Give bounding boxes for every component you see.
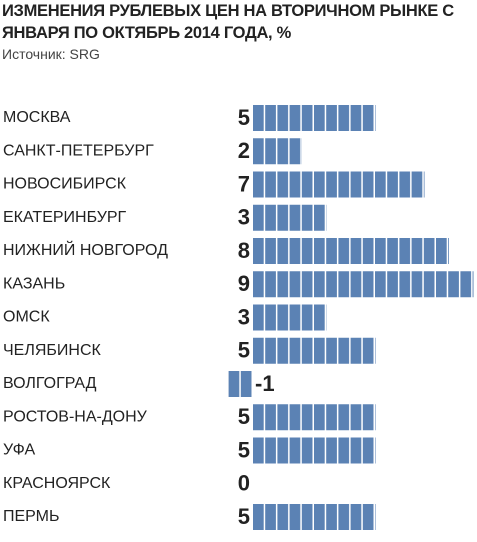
bar: [253, 204, 327, 231]
value-label: 5: [238, 404, 250, 429]
category-label: НОВОСИБИРСК: [3, 176, 127, 193]
bar: [253, 304, 327, 331]
value-label: -1: [255, 371, 275, 396]
bar: [253, 437, 376, 464]
bar: [253, 404, 376, 431]
category-label: ЕКАТЕРИНБУРГ: [3, 209, 127, 226]
chart-subtitle: Источник: SRG: [2, 46, 100, 62]
value-label: 5: [238, 504, 250, 529]
value-label: 8: [238, 238, 250, 263]
category-label: КРАСНОЯРСК: [3, 475, 111, 492]
category-label: КАЗАНЬ: [3, 275, 65, 292]
chart-title: ИЗМЕНЕНИЯ РУБЛЕВЫХ ЦЕН НА ВТОРИЧНОМ РЫНК…: [2, 2, 454, 42]
value-label: 5: [238, 338, 250, 363]
value-label: 3: [238, 304, 250, 329]
bar: [253, 171, 425, 198]
bar: [253, 238, 449, 264]
value-label: 5: [238, 437, 250, 462]
value-label: 0: [238, 471, 250, 496]
category-label: НИЖНИЙ НОВГОРОД: [3, 240, 168, 259]
value-label: 7: [238, 171, 250, 196]
value-label: 5: [238, 105, 250, 130]
bar: [253, 504, 376, 530]
category-label: ЧЕЛЯБИНСК: [3, 342, 102, 359]
category-label: ПЕРМЬ: [3, 508, 60, 525]
bar: [253, 337, 376, 364]
category-label: ВОЛГОГРАД: [3, 375, 97, 392]
category-label: РОСТОВ-НА-ДОНУ: [3, 408, 148, 425]
value-label: 3: [238, 205, 250, 230]
category-label: МОСКВА: [3, 109, 71, 126]
value-label: 2: [238, 138, 250, 163]
category-label: УФА: [3, 442, 35, 459]
bar: [253, 138, 302, 165]
category-label: САНКТ-ПЕТЕРБУРГ: [3, 142, 154, 159]
bar: [253, 105, 376, 131]
bar: [253, 271, 474, 298]
value-label: 9: [238, 271, 250, 296]
category-label: ОМСК: [3, 309, 50, 326]
bar: [228, 371, 253, 397]
